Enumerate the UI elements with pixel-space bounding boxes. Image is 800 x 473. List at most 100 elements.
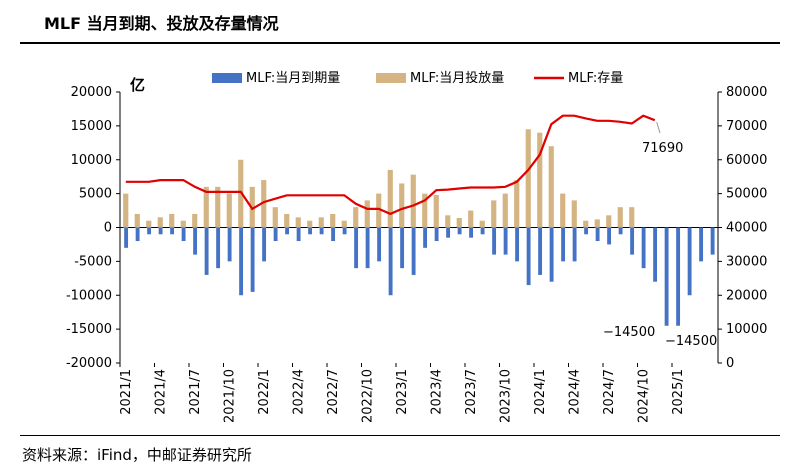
legend-label: MLF:存量 (568, 71, 623, 86)
investment-bar (422, 193, 428, 228)
maturity-bar (503, 227, 508, 255)
maturity-bar (561, 227, 566, 262)
left-tick-label: 5000 (79, 187, 112, 202)
investment-bar (491, 200, 497, 228)
maturity-bar (538, 227, 543, 275)
investment-bar (560, 193, 566, 228)
maturity-bar (607, 227, 612, 245)
maturity-bar (469, 227, 474, 238)
investment-bar (169, 213, 175, 228)
maturity-bar (526, 227, 531, 286)
title-rule (20, 42, 780, 44)
investment-bar (468, 210, 474, 228)
investment-bar (272, 207, 278, 228)
chart-title: MLF 当月到期、投放及存量情况 (44, 14, 279, 33)
investment-bar (606, 215, 612, 228)
x-tick-label: 2023/7 (464, 369, 479, 415)
investment-bar (123, 193, 129, 228)
maturity-bar (480, 227, 485, 235)
maturity-bar (618, 227, 623, 235)
investment-bar (376, 193, 382, 228)
maturity-bar (687, 227, 692, 296)
maturity-annotation: −14500 (665, 334, 717, 349)
maturity-bar (641, 227, 646, 269)
maturity-bar (457, 227, 462, 235)
investment-bar (479, 220, 485, 228)
investment-bar (157, 217, 163, 228)
left-tick-label: -10000 (66, 288, 112, 303)
left-tick-label: -15000 (66, 322, 112, 337)
maturity-bar (572, 227, 577, 262)
maturity-bar (342, 227, 347, 235)
right-tick-label: 70000 (726, 119, 767, 134)
maturity-bar (676, 227, 681, 326)
source-note: 资料来源：iFind，中邮证券研究所 (22, 446, 252, 464)
maturity-bar (710, 227, 715, 255)
maturity-bar (653, 227, 658, 282)
right-tick-label: 20000 (726, 288, 767, 303)
maturity-bar (331, 227, 336, 242)
maturity-bar (365, 227, 370, 269)
legend-swatch (212, 73, 242, 83)
maturity-bar (296, 227, 301, 242)
maturity-bar (664, 227, 669, 326)
maturity-bar (400, 227, 405, 269)
maturity-bar (285, 227, 290, 235)
maturity-bar (595, 227, 600, 242)
investment-bar (146, 220, 152, 228)
maturity-bar (584, 227, 589, 235)
investment-bar (307, 220, 313, 228)
investment-bar (594, 219, 600, 228)
x-tick-label: 2022/1 (257, 369, 272, 415)
x-tick-label: 2021/10 (222, 369, 237, 423)
bars (123, 129, 715, 326)
maturity-bar (170, 227, 175, 235)
legend-swatch (376, 73, 406, 83)
left-tick-label: 10000 (71, 153, 112, 168)
investment-bar (284, 213, 290, 228)
maturity-bar (239, 227, 244, 296)
left-tick-label: 15000 (71, 119, 112, 134)
investment-bar (387, 169, 393, 228)
maturity-bar (193, 227, 198, 255)
investment-bar (192, 213, 198, 228)
maturity-bar (319, 227, 324, 235)
maturity-bar (549, 227, 554, 282)
maturity-bar (124, 227, 129, 248)
stock-annotation: 71690 (642, 141, 683, 156)
x-tick-label: 2025/1 (671, 369, 686, 415)
maturity-bar (699, 227, 704, 262)
investment-bar (433, 194, 439, 228)
x-tick-label: 2024/10 (636, 369, 651, 423)
right-tick-label: 40000 (726, 221, 767, 236)
investment-bar (456, 218, 462, 228)
maturity-bar (434, 227, 439, 242)
x-tick-label: 2023/4 (429, 369, 444, 415)
maturity-bar (388, 227, 393, 296)
maturity-bar (147, 227, 152, 235)
investment-bar (215, 186, 221, 228)
investment-bar (525, 129, 531, 228)
investment-bar (571, 200, 577, 228)
right-tick-label: 80000 (726, 85, 767, 100)
maturity-bar (273, 227, 278, 242)
investment-bar (583, 220, 589, 228)
x-tick-label: 2021/1 (119, 369, 134, 415)
x-tick-label: 2023/1 (395, 369, 410, 415)
callout-line (656, 122, 661, 134)
right-tick-label: 50000 (726, 187, 767, 202)
x-tick-label: 2024/4 (567, 369, 582, 415)
x-tick-label: 2021/4 (153, 369, 168, 415)
x-tick-label: 2023/10 (498, 369, 513, 423)
left-tick-label: -20000 (66, 356, 112, 371)
maturity-bar (377, 227, 382, 262)
investment-bar (502, 193, 508, 228)
annotations: 71690 −14500 −14500 (603, 122, 717, 349)
investment-bar (514, 180, 520, 228)
maturity-annotation: −14500 (603, 325, 655, 340)
legend-label: MLF:当月到期量 (246, 71, 340, 86)
footer-rule (20, 435, 780, 436)
x-tick-label: 2022/10 (360, 369, 375, 423)
stock-line-path (125, 114, 656, 216)
